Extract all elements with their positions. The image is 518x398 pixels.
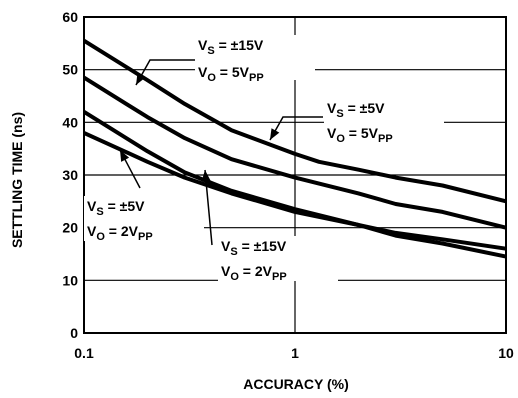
- plot-frame: [83, 16, 507, 334]
- x-tick-label: 0.1: [74, 345, 94, 361]
- y-tick-label: 50: [62, 62, 78, 78]
- annotation-1: VS = ±15V VO = 5VPP: [195, 35, 315, 84]
- series-line-3: [82, 110, 507, 251]
- series-line-1: [82, 39, 507, 204]
- x-axis-label: ACCURACY (%): [243, 376, 349, 392]
- y-tick-label: 30: [62, 167, 78, 183]
- x-tick-label: 10: [498, 345, 514, 361]
- annotation-vo: VO = 5VPP: [198, 64, 264, 84]
- annotation-bg: [84, 196, 204, 241]
- annotation-bg: [324, 98, 444, 143]
- annotation-pointers: [119, 59, 323, 246]
- pointer-2-head: [270, 128, 280, 140]
- pointer-1: [135, 59, 195, 86]
- annotation-4: VS = ±15V VO = 2VPP: [218, 236, 338, 283]
- y-tick-label: 40: [62, 114, 78, 130]
- annotation-vo: VO = 5VPP: [327, 125, 393, 145]
- pointer-4: [204, 169, 213, 246]
- series-line-4: [83, 131, 507, 259]
- annotation-3: VS = ±5V VO = 2VPP: [84, 196, 204, 243]
- y-axis-label: SETTLING TIME (ns): [9, 112, 25, 248]
- x-tick-label: 1: [291, 345, 299, 361]
- annotation-2: VS = ±5V VO = 5VPP: [324, 98, 444, 145]
- series-line-2: [82, 75, 507, 230]
- annotation-vs: VS = ±15V: [198, 37, 264, 57]
- pointer-1-head: [136, 73, 146, 85]
- tick-labels: 0 10 20 30 40 50 60 0.1 1 10: [62, 9, 514, 361]
- annotation-vs: VS = ±5V: [87, 198, 145, 218]
- y-tick-label: 10: [62, 272, 78, 288]
- y-tick-label: 20: [62, 220, 78, 236]
- annotation-vo: VO = 2VPP: [87, 223, 153, 243]
- annotation-vo: VO = 2VPP: [221, 263, 287, 283]
- pointer-4-head: [201, 170, 211, 182]
- y-tick-label: 0: [70, 325, 78, 341]
- pointer-2: [269, 116, 323, 141]
- series-lines: [82, 39, 507, 259]
- pointer-3-head: [120, 150, 130, 162]
- annotation-bg: [218, 236, 338, 281]
- annotation-bg: [195, 35, 315, 80]
- annotation-vs: VS = ±15V: [221, 238, 287, 258]
- y-tick-label: 60: [62, 9, 78, 25]
- annotation-vs: VS = ±5V: [327, 100, 385, 120]
